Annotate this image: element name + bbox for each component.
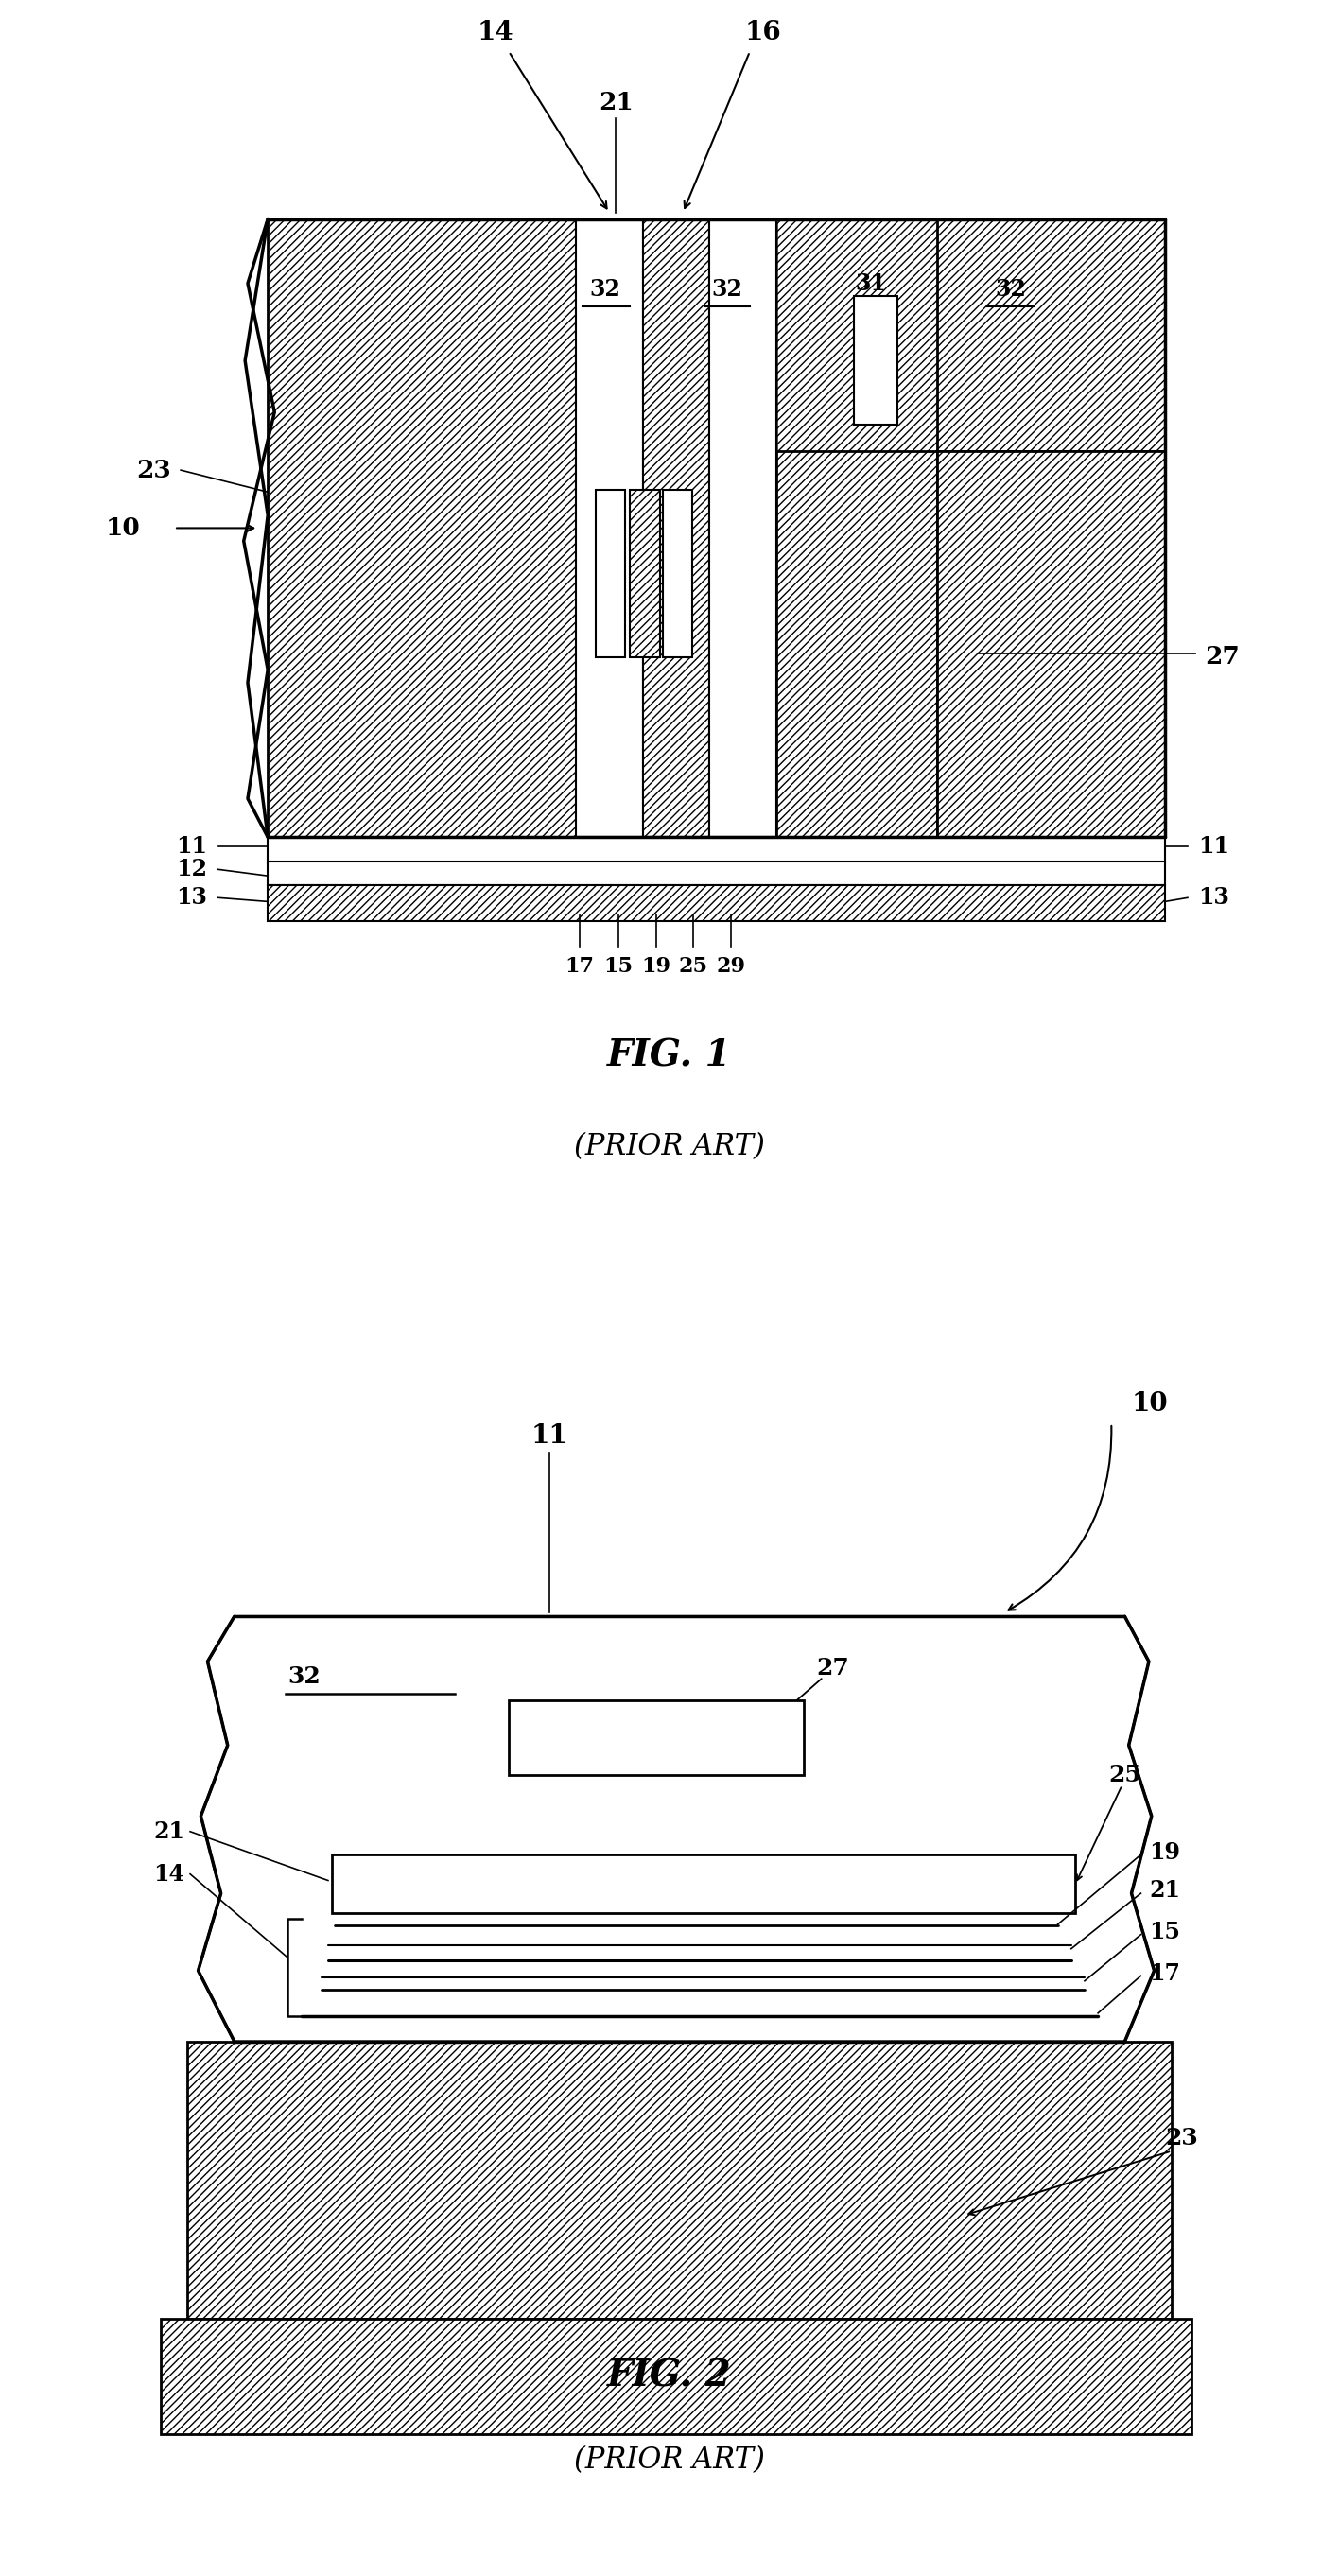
Text: 21: 21 — [1149, 1880, 1180, 1901]
Bar — [663, 489, 692, 657]
Text: 27: 27 — [817, 1656, 850, 1680]
Polygon shape — [643, 219, 710, 837]
Text: 27: 27 — [1205, 644, 1240, 670]
Text: 16: 16 — [744, 21, 782, 44]
Polygon shape — [629, 489, 660, 657]
Bar — [596, 489, 625, 657]
Text: 10: 10 — [1131, 1391, 1168, 1417]
Text: 15: 15 — [1149, 1922, 1180, 1942]
Text: 19: 19 — [1149, 1842, 1180, 1862]
Text: 13: 13 — [1198, 886, 1229, 909]
Text: 32: 32 — [589, 278, 621, 301]
Bar — [854, 296, 897, 425]
Text: 13: 13 — [177, 886, 208, 909]
Text: 21: 21 — [154, 1821, 185, 1842]
Polygon shape — [777, 219, 1165, 837]
Text: 21: 21 — [599, 90, 633, 116]
Polygon shape — [268, 886, 1165, 922]
Bar — [268, 860, 1165, 886]
Polygon shape — [777, 219, 1165, 837]
Text: 32: 32 — [288, 1667, 321, 1687]
Text: FIG. 2: FIG. 2 — [608, 2360, 731, 2393]
Text: 15: 15 — [604, 956, 633, 976]
Text: 32: 32 — [711, 278, 743, 301]
Text: 17: 17 — [1149, 1963, 1180, 1984]
Text: 19: 19 — [641, 956, 671, 976]
Text: (PRIOR ART): (PRIOR ART) — [574, 2445, 765, 2476]
Bar — [576, 219, 643, 837]
Polygon shape — [937, 451, 1165, 837]
Text: 11: 11 — [177, 835, 208, 858]
Text: 25: 25 — [1109, 1765, 1142, 1785]
Text: 17: 17 — [565, 956, 595, 976]
Bar — [710, 219, 777, 837]
Bar — [268, 837, 1165, 863]
Text: 10: 10 — [106, 515, 141, 541]
Text: 23: 23 — [137, 459, 171, 482]
Bar — [509, 1700, 803, 1775]
Text: 25: 25 — [679, 956, 708, 976]
Bar — [332, 1855, 1075, 1911]
Text: FIG. 1: FIG. 1 — [608, 1038, 731, 1074]
Text: 11: 11 — [530, 1425, 568, 1448]
Text: 31: 31 — [854, 273, 886, 294]
Text: (PRIOR ART): (PRIOR ART) — [574, 1131, 765, 1162]
Text: 14: 14 — [477, 21, 514, 44]
Text: 29: 29 — [716, 956, 746, 976]
Polygon shape — [268, 219, 576, 837]
Polygon shape — [198, 1618, 1154, 2040]
Text: 11: 11 — [1198, 835, 1229, 858]
Text: 12: 12 — [177, 858, 208, 881]
Text: 14: 14 — [154, 1862, 185, 1886]
Text: 23: 23 — [1165, 2128, 1198, 2148]
Text: 32: 32 — [995, 278, 1027, 301]
Polygon shape — [161, 2318, 1192, 2434]
Polygon shape — [187, 2040, 1172, 2318]
